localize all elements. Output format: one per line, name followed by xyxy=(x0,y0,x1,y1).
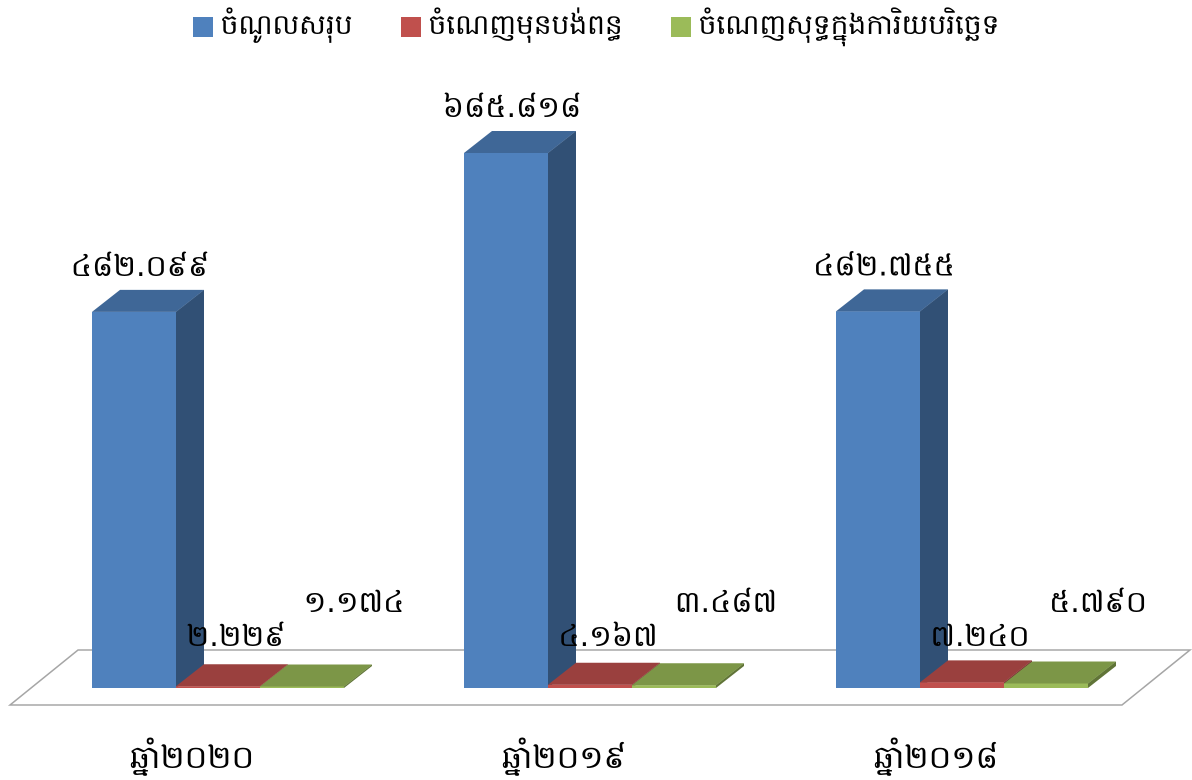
bar-front xyxy=(464,153,548,688)
legend-item-profit-before-tax: ចំណេញមុនបង់ពន្ធ xyxy=(400,7,623,48)
data-label: ៧.២៤០ xyxy=(930,619,1029,654)
chart-legend: ចំណូលសរុប ចំណេញមុនបង់ពន្ធ ចំណេញសុទ្ធក្នុ… xyxy=(0,4,1192,50)
bar xyxy=(1004,661,1116,688)
bar-front xyxy=(92,311,176,688)
bar-front xyxy=(548,684,632,688)
bar-front xyxy=(1004,683,1088,688)
data-label: ៤.១៦៧ xyxy=(558,619,657,654)
bar-front xyxy=(632,685,716,688)
bar-top xyxy=(920,660,1032,683)
bar-front xyxy=(176,686,260,688)
data-label: ៣.៤៨៧ xyxy=(675,585,777,620)
category-label: ឆ្នាំ២០២០ xyxy=(130,737,254,776)
bar xyxy=(92,289,204,688)
category-label: ឆ្នាំ២០១៩ xyxy=(502,737,626,776)
legend-item-total-revenue: ចំណូលសរុប xyxy=(192,7,353,48)
bar-side xyxy=(1088,661,1116,688)
bar xyxy=(632,663,744,688)
data-label: ២.២២៩ xyxy=(187,619,286,654)
category-label: ឆ្នាំ២០១៨ xyxy=(874,737,998,776)
legend-item-net-profit: ចំណេញសុទ្ធក្នុងការិយបរិច្ឆេទ xyxy=(670,7,1000,48)
bar-top xyxy=(632,663,744,686)
bar-front xyxy=(836,311,920,688)
bar-front xyxy=(920,682,1004,688)
bar-side xyxy=(548,131,576,688)
bar-top xyxy=(1004,661,1116,684)
legend-label-total-revenue: ចំណូលសរុប xyxy=(220,7,353,41)
bar-top xyxy=(260,664,372,687)
data-label: ១.១៧៤ xyxy=(304,585,405,620)
bar-top xyxy=(464,131,576,153)
bar-front xyxy=(260,686,344,688)
bar xyxy=(836,289,948,688)
bar xyxy=(260,664,372,688)
legend-swatch-total-revenue xyxy=(192,17,213,37)
bar-top xyxy=(176,664,288,687)
bar-top xyxy=(836,289,948,312)
bar-side xyxy=(716,663,744,688)
legend-label-profit-before-tax: ចំណេញមុនបង់ពន្ធ xyxy=(428,7,623,41)
bar-side xyxy=(344,664,372,688)
legend-swatch-profit-before-tax xyxy=(400,17,421,37)
bar-side xyxy=(920,289,948,688)
bar-side xyxy=(176,289,204,688)
legend-swatch-net-profit xyxy=(670,17,691,37)
bar-top xyxy=(548,662,660,685)
data-label: ៥.៧៩០ xyxy=(1049,585,1147,620)
legend-label-net-profit: ចំណេញសុទ្ធក្នុងការិយបរិច្ឆេទ xyxy=(698,7,1000,41)
data-label: ៦៨៥.៨១៨ xyxy=(443,90,581,125)
bars-group xyxy=(92,131,1116,688)
bar-top xyxy=(92,289,204,312)
data-label: ៤៨២.៧៥៥ xyxy=(813,248,955,283)
data-label: ៤៨២.០៩៩ xyxy=(71,249,209,284)
bar xyxy=(464,131,576,688)
